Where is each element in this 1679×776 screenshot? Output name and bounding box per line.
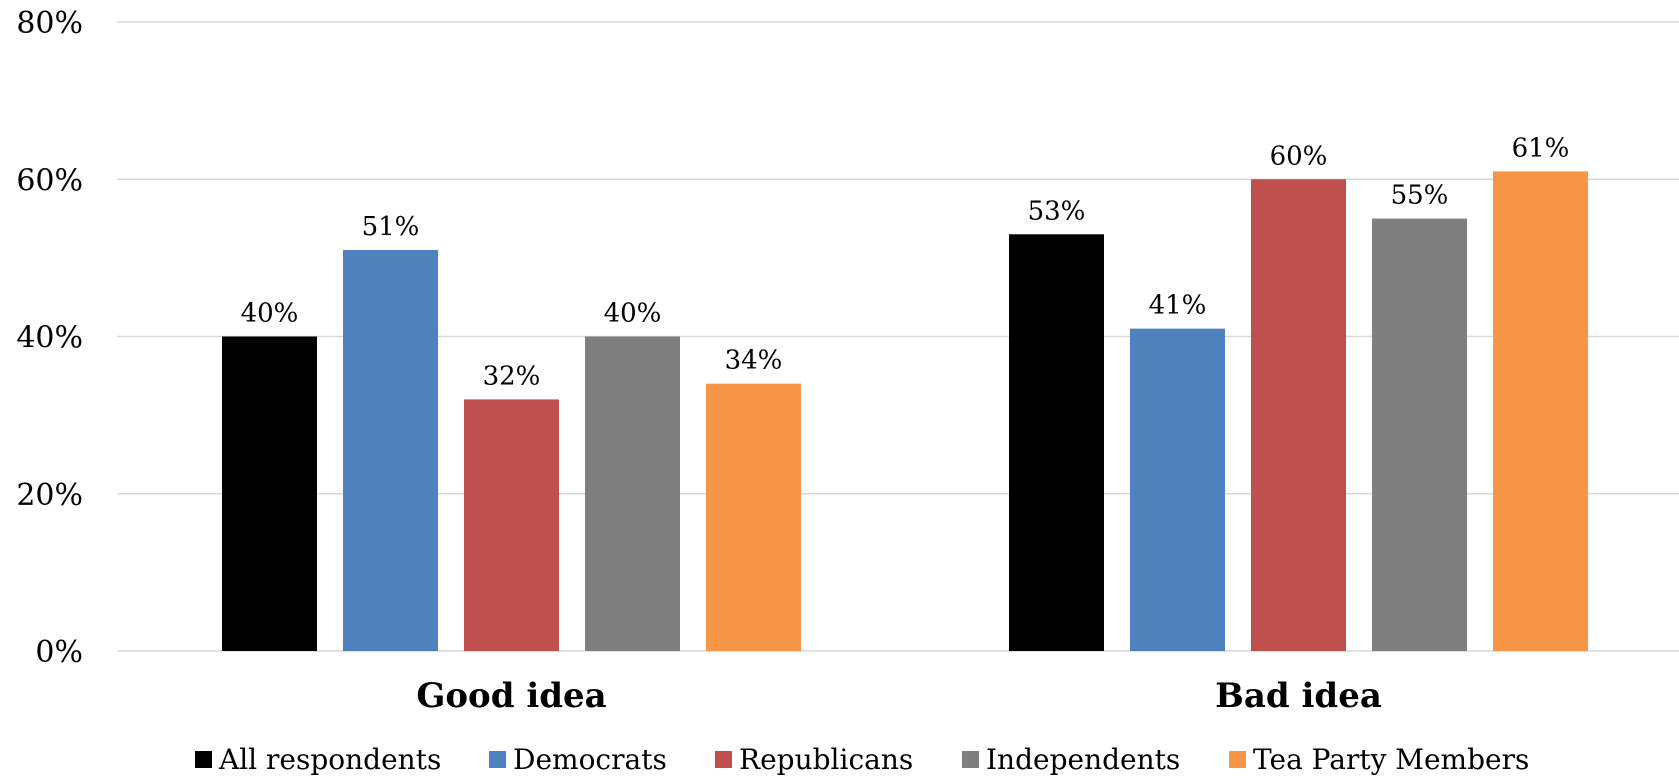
data-label: 41% <box>1149 291 1207 321</box>
y-axis-tick-labels: 0% 20% 40% 60% 80% <box>16 6 83 670</box>
legend-label: All respondents <box>218 743 441 776</box>
data-label: 40% <box>604 299 662 329</box>
bars <box>222 171 1588 651</box>
legend-swatch <box>715 751 732 768</box>
legend-swatch <box>489 751 506 768</box>
y-tick-label: 0% <box>35 635 83 670</box>
legend-swatch <box>1229 751 1246 768</box>
category-labels: Good idea Bad idea <box>416 676 1382 716</box>
bar <box>1130 328 1225 651</box>
data-label: 32% <box>483 361 541 391</box>
legend-label: Republicans <box>739 743 913 776</box>
category-label: Good idea <box>416 676 606 716</box>
legend-label: Independents <box>986 743 1180 776</box>
bar <box>1493 171 1588 651</box>
data-label: 34% <box>725 346 783 376</box>
data-label: 60% <box>1270 141 1328 171</box>
bar <box>464 399 559 651</box>
legend: All respondents Democrats Republicans Indep… <box>195 743 1529 776</box>
bar <box>1251 179 1346 651</box>
data-label: 61% <box>1512 133 1570 163</box>
category-label: Bad idea <box>1215 676 1382 716</box>
legend-label: Tea Party Members <box>1253 743 1529 776</box>
bar <box>585 336 680 651</box>
bar <box>343 250 438 651</box>
data-label: 51% <box>362 212 420 242</box>
y-tick-label: 20% <box>16 478 83 513</box>
bar <box>1009 234 1104 651</box>
data-labels: 40% 51% 32% 40% 34% 53% 41% 60% 55% 61% <box>241 133 1570 391</box>
bar <box>1372 218 1467 651</box>
bar <box>706 383 801 651</box>
legend-swatch <box>962 751 979 768</box>
legend-swatch <box>195 751 212 768</box>
data-label: 55% <box>1391 181 1449 211</box>
bar <box>222 336 317 651</box>
data-label: 53% <box>1028 196 1086 226</box>
y-tick-label: 40% <box>16 321 83 356</box>
legend-label: Democrats <box>513 743 667 776</box>
y-tick-label: 60% <box>16 163 83 198</box>
data-label: 40% <box>241 299 299 329</box>
y-tick-label: 80% <box>16 6 83 41</box>
